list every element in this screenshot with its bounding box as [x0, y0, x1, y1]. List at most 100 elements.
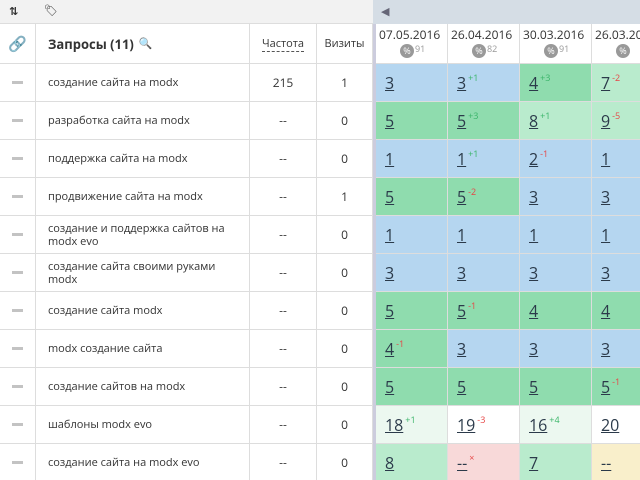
position-cell: 1 +1: [448, 140, 520, 178]
position[interactable]: 1: [601, 223, 611, 246]
position[interactable]: --: [601, 451, 612, 474]
position[interactable]: 4: [529, 299, 539, 322]
visits: 0: [317, 444, 373, 480]
position[interactable]: 3: [601, 185, 611, 208]
position-cell: 19 -3: [448, 406, 520, 444]
query: создание сайтов на modx: [36, 368, 250, 406]
position[interactable]: 5: [457, 375, 467, 398]
position[interactable]: 3: [529, 261, 539, 284]
dash-icon: [12, 461, 23, 464]
visits: 0: [317, 254, 373, 292]
position[interactable]: 4: [601, 299, 611, 322]
sort-icon[interactable]: ⇅: [9, 4, 19, 19]
query: modx создание сайта: [36, 330, 250, 368]
position[interactable]: 5: [385, 109, 395, 132]
row-handle[interactable]: [0, 368, 36, 406]
visits: 1: [317, 64, 373, 102]
position[interactable]: 7: [529, 451, 539, 474]
score-badge: %: [616, 44, 630, 58]
position-cell: 16 +4: [520, 406, 592, 444]
position[interactable]: 5: [385, 299, 395, 322]
position[interactable]: 8: [529, 109, 539, 132]
position[interactable]: --: [457, 451, 468, 474]
score-badge: %: [544, 44, 558, 58]
position[interactable]: 5: [385, 375, 395, 398]
position-cell: 4: [520, 292, 592, 330]
query: создание и поддержка сайтов на modx evo: [36, 216, 250, 254]
frequency: --: [250, 216, 317, 254]
delta: +1: [405, 413, 416, 426]
position[interactable]: 4: [385, 337, 395, 360]
position-cell: 1: [376, 140, 448, 178]
visits: 0: [317, 330, 373, 368]
position[interactable]: 3: [385, 71, 395, 94]
scroll-left[interactable]: ◀: [381, 4, 390, 19]
position[interactable]: 3: [385, 261, 395, 284]
position[interactable]: 3: [529, 185, 539, 208]
frequency: --: [250, 368, 317, 406]
visits: 0: [317, 292, 373, 330]
delta: -3: [477, 413, 486, 426]
row-handle[interactable]: [0, 330, 36, 368]
position-cell: -- ×: [448, 444, 520, 480]
position-cell: 8 +1: [520, 102, 592, 140]
delta: -2: [468, 185, 477, 198]
date-header: 30.03.2016% 91: [520, 24, 592, 64]
row-handle[interactable]: [0, 444, 36, 480]
query: шаблоны modx evo: [36, 406, 250, 444]
position[interactable]: 1: [385, 223, 395, 246]
score: 91: [415, 42, 426, 55]
position[interactable]: 1: [457, 147, 467, 170]
row-handle[interactable]: [0, 102, 36, 140]
position[interactable]: 7: [601, 71, 611, 94]
position[interactable]: 5: [601, 375, 611, 398]
row-handle[interactable]: [0, 64, 36, 102]
position[interactable]: 5: [457, 185, 467, 208]
link-icon[interactable]: 🔗: [0, 24, 36, 64]
position[interactable]: 5: [529, 375, 539, 398]
position[interactable]: 8: [385, 451, 395, 474]
frequency-header[interactable]: Частота: [250, 24, 317, 64]
row-handle[interactable]: [0, 216, 36, 254]
position[interactable]: 1: [385, 147, 395, 170]
dash-icon: [12, 309, 23, 312]
visits: 0: [317, 406, 373, 444]
position-cell: 1: [592, 216, 640, 254]
position[interactable]: 1: [457, 223, 467, 246]
position-cell: 3: [376, 254, 448, 292]
position[interactable]: 4: [529, 71, 539, 94]
position[interactable]: 1: [529, 223, 539, 246]
position[interactable]: 1: [601, 147, 611, 170]
frequency-title[interactable]: Частота: [261, 35, 305, 52]
dash-icon: [12, 423, 23, 426]
dash-icon: [12, 271, 23, 274]
position[interactable]: 2: [529, 147, 539, 170]
row-handle[interactable]: [0, 140, 36, 178]
row-handle[interactable]: [0, 406, 36, 444]
tag-icon[interactable]: 🏷: [44, 3, 58, 18]
position-cell: 1: [376, 216, 448, 254]
position-cell: 3: [448, 254, 520, 292]
position[interactable]: 3: [601, 337, 611, 360]
position[interactable]: 3: [601, 261, 611, 284]
row-handle[interactable]: [0, 292, 36, 330]
dash-icon: [12, 157, 23, 160]
position[interactable]: 5: [457, 109, 467, 132]
position[interactable]: 3: [457, 337, 467, 360]
position[interactable]: 3: [457, 71, 467, 94]
position[interactable]: 18: [385, 413, 404, 436]
position[interactable]: 5: [385, 185, 395, 208]
position[interactable]: 19: [457, 413, 476, 436]
visits-title: Визиты: [324, 36, 365, 51]
frequency: --: [250, 292, 317, 330]
position[interactable]: 9: [601, 109, 611, 132]
position-cell: 4 +3: [520, 64, 592, 102]
row-handle[interactable]: [0, 178, 36, 216]
position[interactable]: 20: [601, 413, 620, 436]
row-handle[interactable]: [0, 254, 36, 292]
delta: -1: [612, 375, 621, 388]
position[interactable]: 3: [457, 261, 467, 284]
position[interactable]: 3: [529, 337, 539, 360]
position[interactable]: 5: [457, 299, 467, 322]
position[interactable]: 16: [529, 413, 548, 436]
